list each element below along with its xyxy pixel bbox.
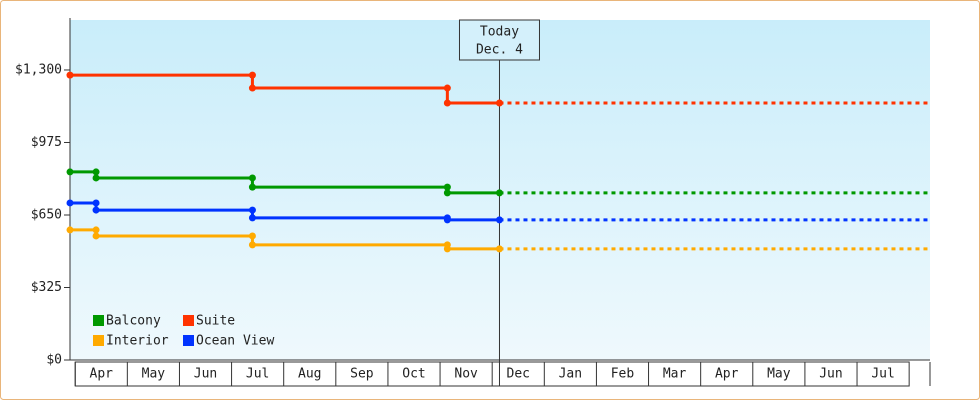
x-tick-label: Jul: [871, 367, 894, 382]
price-point: [495, 245, 503, 253]
price-point: [92, 226, 100, 234]
legend-label: Balcony: [106, 314, 161, 329]
price-point: [495, 216, 503, 224]
price-point: [66, 71, 74, 79]
price-point: [443, 216, 451, 224]
price-point: [443, 189, 451, 197]
x-tick-label: Nov: [454, 367, 478, 382]
price-point: [248, 232, 256, 240]
legend-label: Ocean View: [196, 334, 274, 349]
price-point: [92, 168, 100, 176]
x-tick-label: May: [767, 367, 791, 382]
y-tick-label: $650: [31, 207, 62, 222]
legend-swatch: [183, 335, 194, 346]
x-tick-label: Feb: [611, 367, 635, 382]
price-point: [92, 206, 100, 214]
x-tick-label: Oct: [402, 367, 425, 382]
y-tick-label: $975: [31, 135, 62, 150]
price-point: [248, 214, 256, 222]
legend-swatch: [93, 335, 104, 346]
y-tick-label: $1,300: [15, 62, 62, 77]
price-point: [248, 84, 256, 92]
x-tick-label: Apr: [90, 367, 114, 382]
legend-swatch: [93, 315, 104, 326]
price-point: [495, 99, 503, 107]
x-tick-label: May: [142, 367, 166, 382]
y-tick-label: $325: [31, 280, 62, 295]
x-tick-label: Mar: [663, 367, 687, 382]
price-point: [248, 206, 256, 214]
x-tick-label: Jan: [559, 367, 582, 382]
today-date: Dec. 4: [476, 43, 523, 58]
price-point: [66, 226, 74, 234]
x-tick-label: Jun: [194, 367, 217, 382]
price-point: [66, 168, 74, 176]
today-box: [458, 19, 540, 61]
x-tick-label: Apr: [715, 367, 739, 382]
price-point: [92, 174, 100, 182]
x-tick-label: Aug: [298, 367, 321, 382]
legend-label: Interior: [106, 334, 169, 349]
price-point: [443, 84, 451, 92]
price-point: [248, 241, 256, 249]
y-tick-label: $0: [46, 353, 62, 368]
x-tick-label: Dec: [507, 367, 530, 382]
legend-label: Suite: [196, 314, 235, 329]
price-point: [248, 183, 256, 191]
price-point: [92, 232, 100, 240]
price-point: [92, 199, 100, 207]
price-point: [495, 189, 503, 197]
price-point: [66, 199, 74, 207]
price-point: [443, 183, 451, 191]
legend-swatch: [183, 315, 194, 326]
today-label: Today: [480, 25, 519, 40]
x-tick-label: Jun: [819, 367, 842, 382]
price-point: [248, 71, 256, 79]
price-point: [443, 245, 451, 253]
price-point: [248, 174, 256, 182]
x-tick-label: Jul: [246, 367, 269, 382]
price-point: [443, 99, 451, 107]
x-tick-label: Sep: [350, 367, 374, 382]
